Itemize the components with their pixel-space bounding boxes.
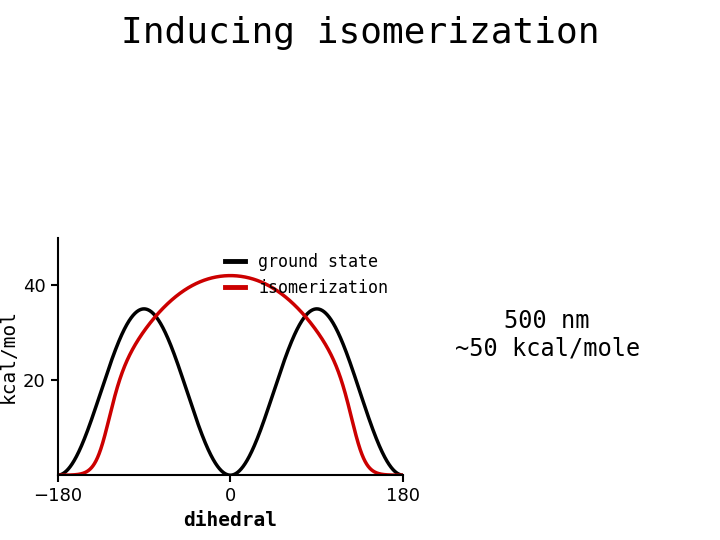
X-axis label: dihedral: dihedral (184, 510, 277, 530)
ground state (222, 471, 230, 477)
Text: Inducing isomerization: Inducing isomerization (121, 16, 599, 50)
ground state (53, 472, 62, 478)
isomerization (389, 472, 397, 478)
Legend: ground state, isomerization: ground state, isomerization (218, 246, 395, 303)
isomerization (226, 272, 235, 279)
isomerization (399, 472, 408, 478)
ground state (399, 472, 408, 478)
ground state (325, 315, 334, 321)
isomerization (325, 349, 334, 356)
isomerization (71, 471, 79, 478)
isomerization (212, 274, 221, 280)
ground state (389, 467, 397, 473)
isomerization (389, 472, 397, 478)
ground state (389, 467, 397, 473)
Text: 500 nm
~50 kcal/mole: 500 nm ~50 kcal/mole (454, 309, 640, 361)
isomerization (53, 472, 62, 478)
isomerization (221, 273, 230, 279)
ground state (140, 306, 148, 312)
Line: isomerization: isomerization (58, 275, 403, 475)
Line: ground state: ground state (58, 309, 403, 475)
ground state (212, 462, 221, 468)
ground state (71, 455, 79, 462)
Y-axis label: kcal/mol: kcal/mol (0, 309, 17, 403)
